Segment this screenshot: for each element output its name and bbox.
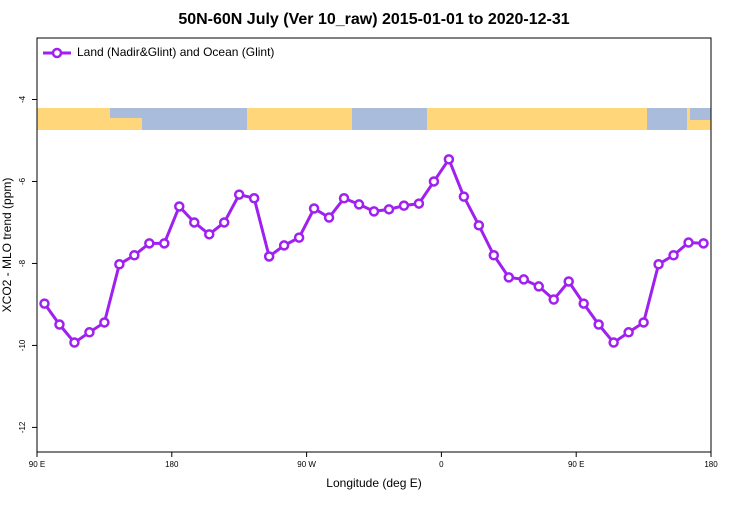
x-tick-label: 90 E bbox=[568, 460, 584, 469]
legend-label: Land (Nadir&Glint) and Ocean (Glint) bbox=[77, 45, 274, 59]
data-point bbox=[413, 198, 425, 209]
data-point bbox=[353, 199, 365, 210]
data-point bbox=[623, 327, 634, 338]
data-point bbox=[593, 319, 604, 330]
legend-marker bbox=[51, 47, 63, 59]
map-band bbox=[37, 108, 711, 130]
data-point bbox=[383, 204, 395, 215]
x-tick-label: 180 bbox=[704, 460, 718, 469]
data-point bbox=[144, 238, 155, 249]
x-tick-label: 180 bbox=[165, 460, 179, 469]
data-point bbox=[248, 193, 260, 204]
data-point bbox=[488, 249, 500, 261]
data-point bbox=[368, 206, 380, 217]
data-point bbox=[338, 193, 350, 204]
y-axis-label: XCO2 - MLO trend (ppm) bbox=[0, 178, 14, 313]
data-point bbox=[668, 249, 679, 261]
data-point bbox=[503, 272, 515, 283]
data-point bbox=[428, 176, 440, 187]
y-tick-label: -12 bbox=[18, 421, 27, 433]
data-point bbox=[174, 201, 185, 212]
data-point bbox=[99, 317, 110, 328]
data-point bbox=[278, 240, 290, 251]
x-tick-label: 0 bbox=[439, 460, 444, 469]
data-point bbox=[578, 298, 589, 309]
data-point bbox=[189, 217, 200, 228]
plot-frame bbox=[36, 37, 712, 453]
data-point bbox=[608, 337, 619, 348]
data-point bbox=[293, 232, 305, 243]
data-point bbox=[218, 217, 230, 228]
data-point bbox=[84, 327, 95, 338]
data-point bbox=[323, 212, 335, 223]
chart-title: 50N-60N July (Ver 10_raw) 2015-01-01 to … bbox=[178, 11, 569, 28]
data-point bbox=[159, 238, 170, 249]
data-point bbox=[548, 294, 559, 305]
data-point bbox=[533, 281, 545, 292]
data-point bbox=[473, 220, 485, 231]
data-point bbox=[114, 259, 125, 270]
data-point bbox=[443, 154, 455, 165]
data-point bbox=[638, 317, 649, 328]
data-point bbox=[698, 238, 709, 249]
data-point bbox=[203, 229, 215, 240]
data-point bbox=[129, 249, 140, 261]
x-axis-label: Longitude (deg E) bbox=[326, 476, 421, 490]
data-point bbox=[39, 298, 50, 309]
y-tick-label: -6 bbox=[18, 177, 27, 185]
data-point bbox=[518, 274, 530, 285]
data-point bbox=[263, 251, 275, 262]
x-tick-label: 90 W bbox=[297, 460, 316, 469]
series-line bbox=[43, 156, 704, 345]
y-tick-label: -10 bbox=[18, 339, 27, 351]
data-point bbox=[54, 319, 65, 330]
data-point bbox=[683, 237, 694, 248]
x-tick-label: 90 E bbox=[29, 460, 45, 469]
data-point bbox=[398, 200, 410, 211]
y-tick-label: -8 bbox=[18, 259, 27, 267]
y-tick-label: -4 bbox=[18, 95, 27, 103]
data-point bbox=[308, 203, 320, 214]
data-point bbox=[653, 259, 664, 270]
data-point bbox=[458, 191, 470, 202]
data-point bbox=[69, 337, 80, 348]
data-point bbox=[563, 276, 574, 287]
data-point bbox=[233, 189, 245, 200]
